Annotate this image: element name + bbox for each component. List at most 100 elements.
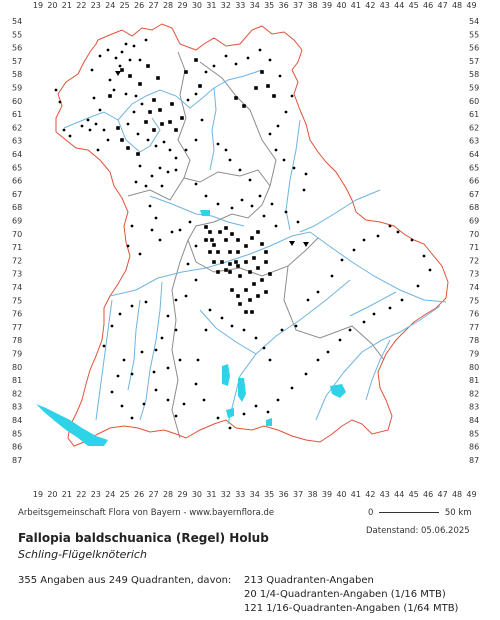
- record-dot: [294, 324, 298, 328]
- record-dot: [212, 64, 216, 68]
- y-tick-label: 80: [12, 363, 22, 372]
- x-tick-label: 30: [192, 490, 202, 499]
- y-tick-label: 67: [469, 190, 479, 199]
- record-dot: [106, 138, 110, 142]
- record-square: [152, 128, 156, 132]
- y-tick-label: 69: [12, 217, 22, 226]
- x-tick-label: 39: [322, 490, 332, 499]
- record-dot: [178, 358, 182, 362]
- record-square: [236, 294, 240, 298]
- scale-50km: 50 km: [444, 508, 472, 518]
- record-square: [210, 238, 214, 242]
- record-square: [224, 226, 228, 230]
- x-tick-label: 47: [438, 490, 448, 499]
- record-dot: [58, 100, 62, 104]
- x-tick-label: 26: [134, 490, 144, 499]
- record-dot: [216, 416, 220, 420]
- record-dot: [150, 228, 154, 232]
- record-dot: [132, 110, 136, 114]
- x-tick-label: 20: [47, 1, 57, 10]
- record-square: [244, 310, 248, 314]
- record-dot: [138, 58, 142, 62]
- y-tick-label: 75: [12, 296, 22, 305]
- record-dot: [174, 298, 178, 302]
- record-dot: [274, 224, 278, 228]
- record-square: [242, 104, 246, 108]
- record-dot: [154, 144, 158, 148]
- record-square: [236, 238, 240, 242]
- lake-tegernsee: [266, 418, 272, 426]
- y-tick-label: 77: [469, 323, 479, 332]
- record-square: [170, 102, 174, 106]
- record-dot: [132, 44, 136, 48]
- record-square: [174, 128, 178, 132]
- record-dot: [330, 274, 334, 278]
- river-naab: [285, 119, 301, 231]
- record-dot: [128, 58, 132, 62]
- record-square: [238, 302, 242, 306]
- lake-kochelsee: [226, 408, 234, 418]
- y-tick-label: 68: [469, 203, 479, 212]
- record-dot: [306, 298, 310, 302]
- y-tick-label: 61: [469, 110, 479, 119]
- y-tick-label: 63: [12, 137, 22, 146]
- record-dot: [238, 168, 242, 172]
- river-amper: [199, 309, 257, 355]
- boundary-niederbayern: [283, 265, 385, 361]
- river-vils: [349, 291, 397, 317]
- river-danube: [109, 231, 447, 303]
- record-dot: [126, 244, 130, 248]
- record-dot: [224, 54, 228, 58]
- record-square: [144, 120, 148, 124]
- record-dot: [240, 198, 244, 202]
- record-dot: [204, 70, 208, 74]
- y-tick-label: 85: [469, 429, 479, 438]
- river-wertach: [127, 299, 141, 391]
- y-tick-label: 79: [12, 350, 22, 359]
- record-square: [230, 288, 234, 292]
- y-tick-label: 83: [12, 403, 22, 412]
- record-square: [228, 250, 232, 254]
- x-tick-label: 45: [409, 1, 419, 10]
- record-dot: [262, 346, 266, 350]
- y-tick-label: 77: [12, 323, 22, 332]
- record-dot: [102, 344, 106, 348]
- record-dot: [90, 68, 94, 72]
- record-dot: [120, 50, 124, 54]
- y-tick-label: 83: [469, 403, 479, 412]
- x-tick-label: 23: [91, 1, 101, 10]
- record-square: [256, 294, 260, 298]
- record-dot: [142, 402, 146, 406]
- record-dot: [194, 382, 198, 386]
- record-triangle: [303, 242, 309, 247]
- record-dot: [80, 124, 84, 128]
- lake-bodensee: [36, 404, 108, 446]
- x-tick-label: 40: [336, 1, 346, 10]
- record-dot: [340, 258, 344, 262]
- record-dot: [326, 350, 330, 354]
- distribution-map: 19 20 21 22 23 24 25 26 27 28 29 30 31 32 33 34 35 36 37 38…: [12, 1, 479, 499]
- x-tick-label: 43: [380, 490, 390, 499]
- record-dot: [120, 404, 124, 408]
- record-square: [234, 96, 238, 100]
- record-dot: [112, 88, 116, 92]
- record-dot: [338, 338, 342, 342]
- record-dot: [158, 166, 162, 170]
- record-dot: [254, 336, 258, 340]
- x-tick-label: 24: [105, 490, 115, 499]
- y-tick-label: 74: [469, 283, 479, 292]
- record-square: [264, 250, 268, 254]
- record-square: [126, 146, 130, 150]
- record-dot: [372, 312, 376, 316]
- stat-quarter: 20 1/4-Quadranten-Angaben (1/16 MTB): [244, 589, 446, 600]
- x-tick-label: 40: [336, 490, 346, 499]
- y-tick-label: 70: [12, 230, 22, 239]
- x-tick-label: 34: [250, 490, 260, 499]
- record-square: [244, 260, 248, 264]
- y-tick-label: 58: [12, 70, 22, 79]
- y-tick-label: 56: [12, 44, 22, 53]
- record-triangle: [289, 241, 295, 246]
- y-tick-label: 66: [12, 177, 22, 186]
- x-tick-label: 30: [192, 1, 202, 10]
- record-square: [148, 110, 152, 114]
